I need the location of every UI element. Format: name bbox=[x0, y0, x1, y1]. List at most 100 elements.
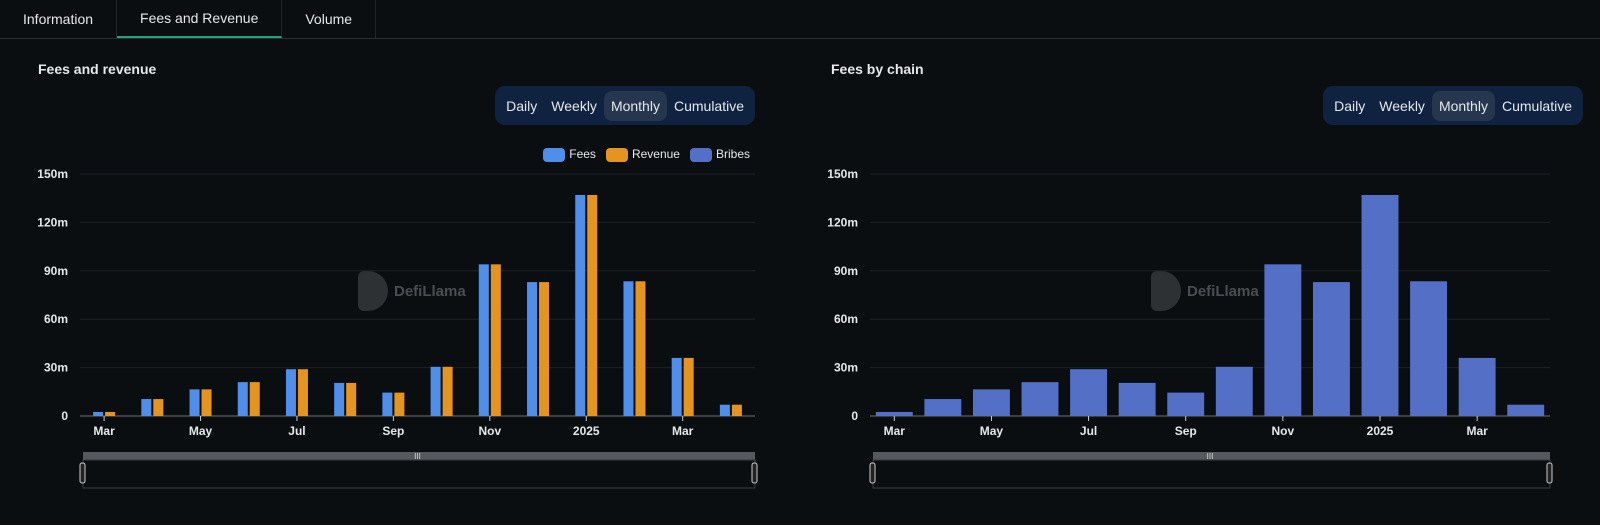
y-tick-label: 30m bbox=[44, 361, 68, 375]
bar-fees-apr bbox=[141, 399, 152, 416]
bar-fees-apr bbox=[1507, 404, 1545, 416]
bar-revenue-mar bbox=[683, 357, 694, 416]
bar-fees-aug bbox=[334, 382, 345, 416]
watermark: DefiLlama bbox=[358, 271, 466, 311]
y-tick-label: 120m bbox=[827, 215, 858, 229]
zoom-handle-left bbox=[79, 462, 86, 484]
bar-fees-oct bbox=[1215, 366, 1253, 416]
bar-revenue-feb bbox=[635, 281, 646, 416]
y-tick-label: 90m bbox=[44, 264, 68, 278]
x-tick-label: Jul bbox=[1080, 424, 1097, 438]
bar-fees-oct bbox=[430, 366, 441, 416]
bar-revenue-2025 bbox=[587, 194, 598, 416]
zoom-grip-icon: III bbox=[414, 452, 421, 461]
bar-revenue-aug bbox=[346, 382, 357, 416]
chart-title: Fees by chain bbox=[831, 61, 924, 77]
bar-fees-mar bbox=[671, 357, 682, 416]
bar-fees-aug bbox=[1118, 382, 1156, 416]
period-daily[interactable]: Daily bbox=[1334, 97, 1366, 114]
zoom-grip-icon: III bbox=[1207, 452, 1214, 461]
zoom-slider-bar bbox=[873, 452, 1550, 460]
bar-fees-apr bbox=[719, 404, 730, 416]
bar-fees-2025 bbox=[1361, 194, 1399, 416]
y-tick-label: 150m bbox=[37, 167, 68, 181]
y-tick-label: 0 bbox=[61, 409, 68, 423]
tab-volume[interactable]: Volume bbox=[282, 0, 377, 38]
period-cumulative[interactable]: Cumulative bbox=[1501, 97, 1572, 114]
bar-fees-may bbox=[189, 389, 200, 416]
y-tick-label: 30m bbox=[834, 361, 858, 375]
zoom-handle-left bbox=[869, 462, 876, 484]
bar-fees-mar bbox=[1458, 357, 1496, 416]
x-tick-label: Mar bbox=[672, 424, 694, 438]
period-weekly[interactable]: Weekly bbox=[1379, 97, 1425, 114]
x-tick-label: Jul bbox=[288, 424, 305, 438]
bar-revenue-dec bbox=[539, 282, 550, 416]
bar-revenue-apr bbox=[731, 404, 742, 416]
legend-revenue[interactable]: Revenue bbox=[605, 147, 680, 162]
bar-fees-jul bbox=[1070, 369, 1108, 416]
bar-fees-feb bbox=[1410, 281, 1448, 416]
bar-fees-jun bbox=[237, 382, 248, 416]
y-tick-label: 60m bbox=[834, 312, 858, 326]
y-tick-label: 0 bbox=[851, 409, 858, 423]
period-monthly[interactable]: Monthly bbox=[1431, 90, 1495, 121]
bar-fees-may bbox=[972, 389, 1010, 416]
x-tick-label: May bbox=[189, 424, 213, 438]
period-cumulative[interactable]: Cumulative bbox=[673, 97, 744, 114]
tab-fees-and-revenue[interactable]: Fees and Revenue bbox=[117, 0, 283, 38]
legend-fees[interactable]: Fees bbox=[543, 147, 596, 162]
x-tick-label: May bbox=[980, 424, 1004, 438]
zoom-slider-track bbox=[82, 459, 756, 489]
period-selector: Daily Weekly Monthly Cumulative bbox=[495, 86, 755, 125]
bar-revenue-nov bbox=[490, 264, 501, 416]
bar-fees-sep bbox=[382, 392, 393, 416]
bar-fees-feb bbox=[623, 281, 634, 416]
legend: Fees Revenue Bribes bbox=[543, 147, 750, 162]
bar-revenue-sep bbox=[394, 392, 405, 416]
period-weekly[interactable]: Weekly bbox=[551, 97, 597, 114]
bar-fees-sep bbox=[1167, 392, 1205, 416]
y-tick-label: 90m bbox=[834, 264, 858, 278]
bar-revenue-jul bbox=[297, 369, 308, 416]
x-tick-label: Mar bbox=[93, 424, 115, 438]
bar-fees-dec bbox=[527, 282, 538, 416]
legend-label: Revenue bbox=[631, 147, 680, 161]
fees-revenue-chart: 0 30m 60m 90m 120m 150m Mar May Jul Sep Nov 2025 Mar… bbox=[37, 167, 758, 489]
fees-by-chain-chart: 0 30m 60m 90m 120m 150m Mar May Jul Sep Nov 2025 Mar… bbox=[827, 167, 1553, 489]
watermark-text: DefiLlama bbox=[1187, 282, 1259, 300]
y-tick-label: 120m bbox=[37, 215, 68, 229]
x-tick-label: Sep bbox=[382, 424, 404, 438]
bar-fees-jul bbox=[285, 369, 296, 416]
y-tick-label: 60m bbox=[44, 312, 68, 326]
bar-fees-dec bbox=[1312, 282, 1350, 416]
legend-bribes[interactable]: Bribes bbox=[689, 147, 750, 162]
period-monthly[interactable]: Monthly bbox=[603, 90, 667, 121]
x-tick-label: Nov bbox=[1272, 424, 1295, 438]
bar-fees-mar bbox=[93, 411, 104, 416]
legend-label: Bribes bbox=[715, 147, 750, 161]
x-tick-label: Mar bbox=[884, 424, 906, 438]
bar-fees-apr bbox=[924, 399, 962, 416]
bar-fees-2025 bbox=[575, 194, 586, 416]
tab-information[interactable]: Information bbox=[0, 0, 118, 38]
zoom-slider-track bbox=[872, 459, 1551, 489]
x-tick-label: Mar bbox=[1466, 424, 1488, 438]
x-tick-label: Nov bbox=[478, 424, 501, 438]
bar-revenue-may bbox=[201, 389, 212, 416]
zoom-handle-right bbox=[751, 462, 758, 484]
period-daily[interactable]: Daily bbox=[506, 97, 538, 114]
bar-revenue-oct bbox=[442, 366, 453, 416]
bar-fees-nov bbox=[478, 264, 489, 416]
x-tick-label: 2025 bbox=[1367, 424, 1394, 438]
y-tick-label: 150m bbox=[827, 167, 858, 181]
bar-fees-nov bbox=[1264, 264, 1302, 416]
bar-revenue-jun bbox=[249, 382, 260, 416]
chart-title: Fees and revenue bbox=[38, 61, 157, 77]
zoom-handle-right bbox=[1546, 462, 1553, 484]
bar-fees-jun bbox=[1021, 382, 1059, 416]
bar-fees-mar bbox=[875, 411, 913, 416]
watermark-text: DefiLlama bbox=[394, 282, 466, 300]
x-tick-label: Sep bbox=[1175, 424, 1197, 438]
watermark: DefiLlama bbox=[1151, 271, 1259, 311]
